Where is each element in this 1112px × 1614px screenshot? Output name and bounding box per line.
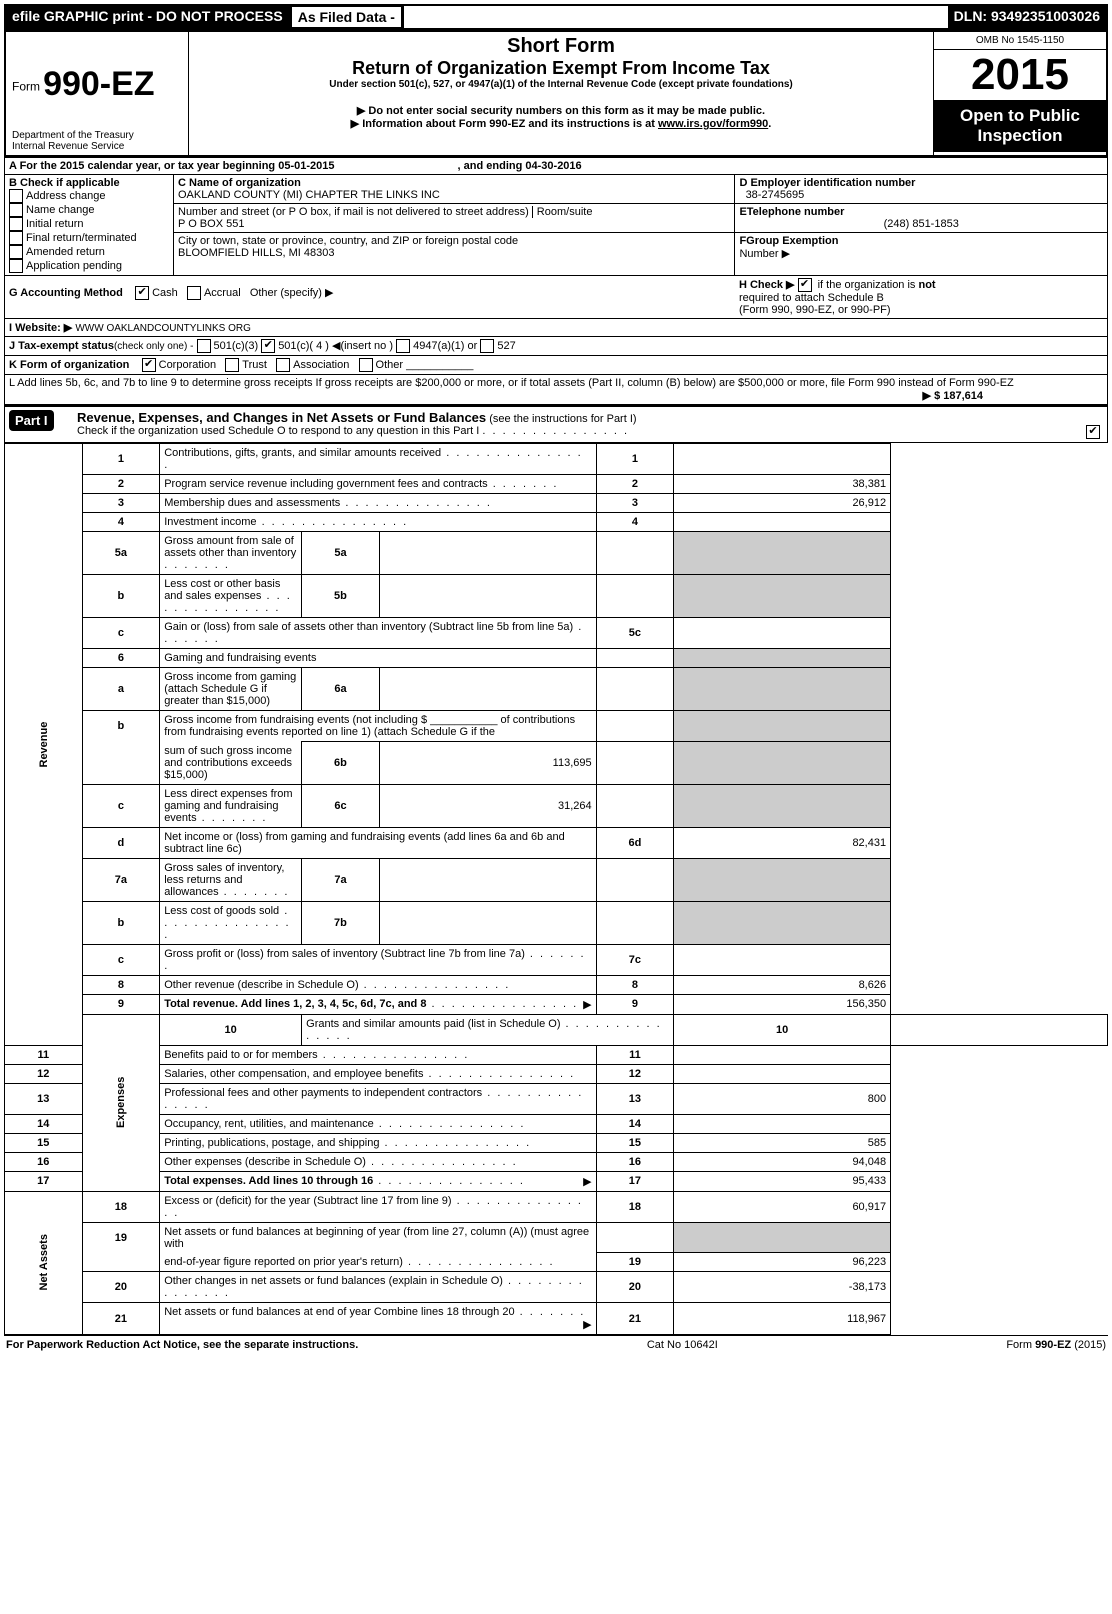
checkbox-initial-return[interactable] bbox=[9, 217, 23, 231]
section-d: D Employer identification number 38-2745… bbox=[735, 175, 1108, 204]
checkbox-amended-return[interactable] bbox=[9, 245, 23, 259]
revenue-side-label: Revenue bbox=[5, 444, 83, 1046]
section-l: L Add lines 5b, 6c, and 7b to line 9 to … bbox=[5, 375, 1108, 405]
as-filed-box: As Filed Data - bbox=[291, 6, 402, 28]
checkbox-corporation[interactable]: ✔ bbox=[142, 358, 156, 372]
section-c-name: C Name of organization OAKLAND COUNTY (M… bbox=[174, 175, 735, 204]
warn-ssn: ▶ Do not enter social security numbers o… bbox=[195, 104, 927, 117]
dln-label: DLN: 93492351003026 bbox=[948, 6, 1106, 28]
line-a: A For the 2015 calendar year, or tax yea… bbox=[5, 158, 1108, 175]
checkbox-schedule-b-not-required[interactable]: ✔ bbox=[798, 278, 812, 292]
section-g: G Accounting Method ✔Cash Accrual Other … bbox=[5, 276, 735, 319]
part1-badge: Part I bbox=[9, 410, 54, 431]
b-header: B Check if applicable bbox=[9, 177, 169, 189]
checkbox-final-return[interactable] bbox=[9, 231, 23, 245]
section-e: ETelephone number (248) 851-1853 bbox=[735, 204, 1108, 233]
checkbox-name-change[interactable] bbox=[9, 203, 23, 217]
form-header: Form 990-EZ Department of the Treasury I… bbox=[4, 30, 1108, 157]
irs-label: Internal Revenue Service bbox=[12, 141, 182, 152]
open-to-public: Open to Public Inspection bbox=[934, 100, 1106, 152]
warn-info: ▶ Information about Form 990-EZ and its … bbox=[195, 117, 927, 130]
footer-left: For Paperwork Reduction Act Notice, see … bbox=[6, 1339, 358, 1351]
footer-mid: Cat No 10642I bbox=[647, 1339, 718, 1351]
checkbox-501c[interactable]: ✔ bbox=[261, 339, 275, 353]
checkbox-association[interactable] bbox=[276, 358, 290, 372]
form-number: 990-EZ bbox=[43, 65, 155, 103]
section-h: H Check ▶ ✔ if the organization is not r… bbox=[735, 276, 1108, 319]
omb-number: OMB No 1545-1150 bbox=[934, 31, 1108, 50]
part1-header: Part I Revenue, Expenses, and Changes in… bbox=[4, 405, 1108, 443]
section-c-city: City or town, state or province, country… bbox=[174, 233, 735, 276]
efile-label: efile GRAPHIC print - DO NOT PROCESS bbox=[6, 6, 289, 28]
section-j: J Tax-exempt status(check only one) - 50… bbox=[5, 337, 1108, 356]
checkbox-address-change[interactable] bbox=[9, 189, 23, 203]
section-f: FGroup Exemption Number ▶ bbox=[735, 233, 1108, 276]
section-i: I Website: ▶ WWW OAKLANDCOUNTYLINKS ORG bbox=[5, 319, 1108, 337]
return-title: Return of Organization Exempt From Incom… bbox=[195, 58, 927, 79]
checkbox-accrual[interactable] bbox=[187, 286, 201, 300]
checkbox-501c3[interactable] bbox=[197, 339, 211, 353]
part1-lines: Revenue 1 Contributions, gifts, grants, … bbox=[4, 443, 1108, 1335]
section-a-to-h: A For the 2015 calendar year, or tax yea… bbox=[4, 157, 1108, 405]
expenses-side-label: Expenses bbox=[82, 1014, 160, 1191]
dept-label: Department of the Treasury bbox=[12, 130, 182, 141]
checkbox-trust[interactable] bbox=[225, 358, 239, 372]
form-word: Form bbox=[12, 79, 40, 93]
top-banner: efile GRAPHIC print - DO NOT PROCESS As … bbox=[4, 4, 1108, 30]
under-section: Under section 501(c), 527, or 4947(a)(1)… bbox=[195, 79, 927, 90]
section-c-street: Number and street (or P O box, if mail i… bbox=[174, 204, 735, 233]
checkbox-other-org[interactable] bbox=[359, 358, 373, 372]
section-k: K Form of organization ✔Corporation Trus… bbox=[5, 356, 1108, 375]
checkbox-schedule-o-part1[interactable]: ✔ bbox=[1086, 425, 1100, 439]
checkbox-cash[interactable]: ✔ bbox=[135, 286, 149, 300]
checkbox-527[interactable] bbox=[480, 339, 494, 353]
short-form-title: Short Form bbox=[195, 35, 927, 58]
checkbox-application-pending[interactable] bbox=[9, 259, 23, 273]
footer-right: Form 990-EZ (2015) bbox=[1006, 1339, 1106, 1351]
part1-title: Revenue, Expenses, and Changes in Net As… bbox=[77, 410, 486, 425]
footer: For Paperwork Reduction Act Notice, see … bbox=[4, 1335, 1108, 1354]
checkbox-4947a1[interactable] bbox=[396, 339, 410, 353]
section-b: B Check if applicable Address change Nam… bbox=[5, 175, 174, 276]
netassets-side-label: Net Assets bbox=[5, 1191, 83, 1335]
tax-year: 2015 bbox=[934, 50, 1106, 100]
